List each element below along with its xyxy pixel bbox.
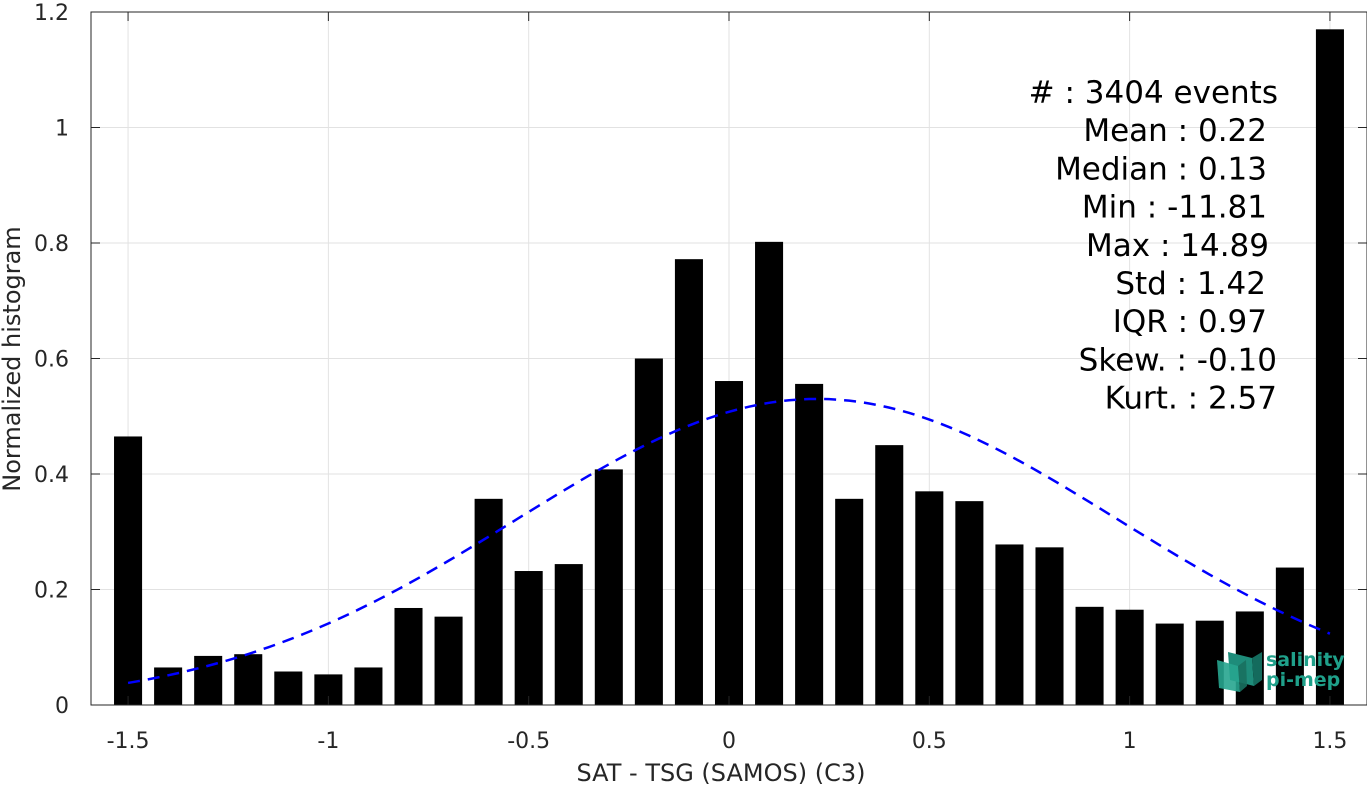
histogram-bar xyxy=(835,498,864,705)
stats-line: Kurt. : 2.57 xyxy=(1105,381,1277,417)
y-tick-label: 0.8 xyxy=(34,232,69,257)
ticks: -1.5 -1 -0.5 0 0.5 1 1.5 0 0.2 0.4 0.6 0.8 1 1.2 xyxy=(34,1,1367,754)
histogram-bar xyxy=(1155,623,1184,705)
y-axis-label: Normalized histogram xyxy=(0,226,26,491)
y-tick-label: 0 xyxy=(55,694,69,719)
y-tick-label: 0.4 xyxy=(34,463,69,488)
histogram-bar xyxy=(474,498,503,705)
histogram-bar xyxy=(594,469,623,705)
x-tick-label: -0.5 xyxy=(507,729,550,754)
histogram-bar xyxy=(1035,547,1064,705)
histogram-bar xyxy=(434,616,463,705)
histogram-bar xyxy=(514,571,543,705)
histogram-bar xyxy=(114,436,143,705)
y-tick-label: 1.2 xyxy=(34,1,69,26)
stats-line: IQR : 0.97 xyxy=(1113,304,1267,340)
stats-line: # : 3404 events xyxy=(1029,75,1278,111)
histogram-bar xyxy=(354,667,383,705)
histogram-bar xyxy=(634,358,663,705)
y-tick-label: 0.2 xyxy=(34,579,69,604)
histogram-bar xyxy=(795,383,824,705)
histogram-bar xyxy=(875,445,904,705)
histogram-bar xyxy=(554,564,583,705)
histogram-bar xyxy=(674,259,703,705)
x-tick-label: 0.5 xyxy=(912,729,947,754)
histogram-bar xyxy=(1275,567,1304,705)
stats-line: Max : 14.89 xyxy=(1086,228,1269,264)
x-tick-label: 1 xyxy=(1123,729,1137,754)
histogram-bar xyxy=(1075,606,1104,705)
histogram-bar xyxy=(1115,609,1144,705)
y-tick-label: 0.6 xyxy=(34,348,69,373)
histogram-bar xyxy=(755,241,784,705)
logo-line-1: salinity xyxy=(1266,649,1345,671)
x-axis-label: SAT - TSG (SAMOS) (C3) xyxy=(577,759,866,785)
x-tick-label: 0 xyxy=(722,729,736,754)
logo-line-2: pi-mep xyxy=(1266,669,1340,691)
logo-cube-icon xyxy=(1217,652,1262,692)
stats-line: Mean : 0.22 xyxy=(1083,113,1267,149)
histogram-bar xyxy=(995,544,1024,705)
histogram-bar xyxy=(194,655,223,705)
bars xyxy=(114,29,1344,705)
histogram-bar xyxy=(234,654,263,705)
histogram-bar xyxy=(955,501,984,705)
x-tick-label: -1.5 xyxy=(107,729,150,754)
histogram-bar xyxy=(915,491,944,705)
stats-line: Std : 1.42 xyxy=(1115,266,1266,302)
stats-line: Min : -11.81 xyxy=(1082,190,1267,226)
stats-line: Median : 0.13 xyxy=(1055,151,1267,187)
histogram-bar xyxy=(274,671,303,705)
histogram-bar xyxy=(394,607,423,705)
salinity-pi-mep-logo: salinity pi-mep xyxy=(1217,649,1345,692)
stats-line: Skew. : -0.10 xyxy=(1079,342,1277,378)
x-tick-label: -1 xyxy=(317,729,339,754)
histogram-bar xyxy=(1315,29,1344,705)
y-tick-label: 1 xyxy=(55,117,69,142)
histogram-bar xyxy=(714,381,744,705)
x-tick-label: 1.5 xyxy=(1312,729,1347,754)
normal-fit-curve xyxy=(127,397,1331,685)
